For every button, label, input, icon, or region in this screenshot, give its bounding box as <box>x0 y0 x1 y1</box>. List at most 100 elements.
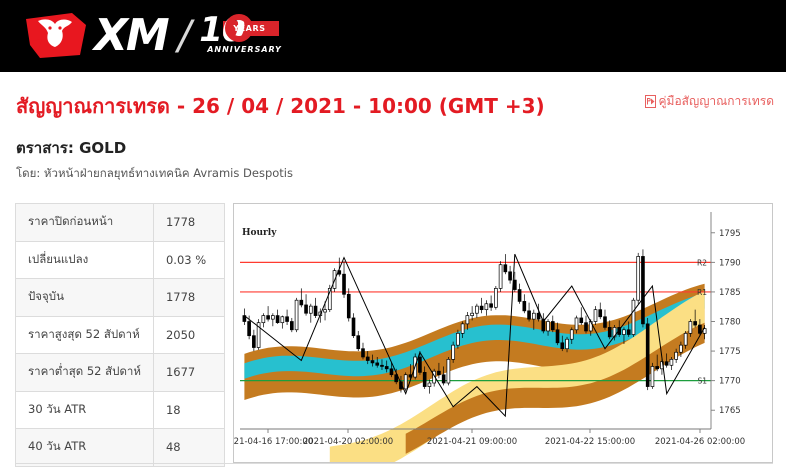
y-axis-tick-label: 1790 <box>719 258 741 268</box>
candle-body <box>403 374 408 390</box>
xm-wordmark: XM <box>94 10 170 61</box>
candle-body <box>579 317 584 324</box>
anniversary-ring <box>225 14 254 42</box>
pdf-link-label: คู่มือสัญญาณการเทรด <box>658 94 775 108</box>
candle-body <box>384 366 389 370</box>
candle-body <box>365 356 370 361</box>
y-axis-tick-label: 1795 <box>719 229 741 239</box>
table-row: ราคาต่ำสุด 52 สัปดาห์ 1677 <box>15 353 226 392</box>
candle-body <box>607 327 612 338</box>
stat-value: 0.03 % <box>152 240 226 279</box>
level-label-r1: R1 <box>697 288 707 297</box>
stat-value: 48 <box>152 428 226 467</box>
candle-body <box>380 364 384 367</box>
level-lines-group: R2 R1 S1 <box>240 258 711 386</box>
candle-body <box>498 264 503 289</box>
stat-value: 18 <box>152 390 226 429</box>
candle-body <box>531 312 536 320</box>
candle-body <box>475 305 479 314</box>
instrument-stats-table: ราคาปิดก่อนหน้า 1778 เปลี่ยนแปลง 0.03 % ปัจจ… <box>15 203 226 467</box>
candle-body <box>679 344 683 353</box>
candle-body <box>356 335 361 350</box>
candle-body <box>617 327 622 335</box>
candle-body <box>574 317 579 331</box>
candle-body <box>513 279 517 290</box>
candle-body <box>451 344 455 360</box>
zigzag-swing-line <box>244 253 706 418</box>
stats-table-body: ราคาปิดก่อนหน้า 1778 เปลี่ยนแปลง 0.03 % ปัจจ… <box>15 203 226 467</box>
candlestick-series <box>242 249 707 394</box>
candle-body <box>479 305 484 311</box>
stat-label: ปัจจุบัน <box>15 278 154 317</box>
candle-body <box>508 271 512 281</box>
candle-body <box>351 317 356 337</box>
candle-body <box>446 359 451 384</box>
candle-body <box>688 321 693 334</box>
candle-body <box>550 321 555 331</box>
candle-body <box>247 321 251 337</box>
candle-body <box>271 315 275 320</box>
stat-value: 1778 <box>152 278 226 317</box>
page-bottom-divider <box>15 463 773 464</box>
candle-body <box>323 309 327 313</box>
candle-body <box>342 273 346 295</box>
stat-label: 40 วัน ATR <box>15 428 154 467</box>
candle-body <box>664 361 669 366</box>
cloud-band-lower-orange <box>405 322 705 454</box>
candle-body <box>470 312 474 316</box>
table-row: 30 วัน ATR 18 <box>15 390 226 429</box>
y-axis-tick-label: 1765 <box>719 406 741 416</box>
instrument-label: ตราสาร: GOLD <box>16 139 127 157</box>
candle-body <box>655 366 659 370</box>
candle-body <box>427 382 432 387</box>
price-chart[interactable]: R2 R1 S1 1765 1770 1775 1780 1785 1790 1795 2021-0… <box>233 203 773 463</box>
candle-body <box>327 288 332 311</box>
candle-body <box>565 338 569 350</box>
candle-body <box>346 293 351 319</box>
candle-body <box>441 374 446 384</box>
stat-value: 1677 <box>152 353 226 392</box>
candle-body <box>636 256 641 301</box>
candle-body <box>266 315 270 320</box>
candle-body <box>252 335 256 348</box>
price-chart-canvas: R2 R1 S1 1765 1770 1775 1780 1785 1790 1795 2021-0… <box>234 212 745 462</box>
table-row: ราคาสูงสุด 52 สัปดาห์ 2050 <box>15 315 226 354</box>
stat-label: 30 วัน ATR <box>15 390 154 429</box>
cloud-band-inner-cyan <box>244 293 705 379</box>
candle-body <box>370 360 375 364</box>
stat-label: เปลี่ยนแปลง <box>15 240 154 279</box>
candle-body <box>456 332 460 346</box>
stat-label: ราคาปิดก่อนหน้า <box>15 203 154 242</box>
table-row: ราคาปิดก่อนหน้า 1778 <box>15 203 226 242</box>
xm-logo[interactable]: XM / 10 YEARS ANNIVERSARY <box>24 8 281 64</box>
candle-body <box>569 329 574 340</box>
x-axis-tick-label: 2021-04-22 15:00:00 <box>545 437 635 447</box>
candle-body <box>261 315 266 324</box>
bull-logo-icon <box>26 13 86 58</box>
candle-body <box>389 368 394 376</box>
x-axis-tick-label: 2021-04-16 17:00:00 <box>234 437 313 447</box>
candle-body <box>256 322 261 348</box>
candle-body <box>361 348 365 358</box>
candle-body <box>285 316 289 322</box>
candle-body <box>693 321 697 326</box>
candle-body <box>683 332 688 346</box>
candle-body <box>522 301 527 312</box>
level-label-s1: S1 <box>697 377 707 386</box>
candle-body <box>517 289 522 302</box>
candle-body <box>308 305 313 314</box>
x-axis-tick-label: 2021-04-20 02:00:00 <box>303 437 393 447</box>
candle-body <box>313 305 318 316</box>
candle-body <box>484 303 489 311</box>
trading-signal-guide-link[interactable]: คู่มือสัญญาณการเทรด <box>644 92 775 111</box>
chart-timeframe-label: Hourly <box>242 228 277 238</box>
candle-body <box>503 264 508 273</box>
author-byline: โดย: หัวหน้าฝ่ายกลยุทธ์ทางเทคนิค Avramis… <box>16 166 293 180</box>
candle-body <box>299 299 304 306</box>
candle-body <box>294 299 299 331</box>
stat-label: ราคาต่ำสุด 52 สัปดาห์ <box>15 353 154 392</box>
candle-body <box>584 322 588 332</box>
candle-body <box>394 374 399 383</box>
candle-body <box>698 324 702 334</box>
